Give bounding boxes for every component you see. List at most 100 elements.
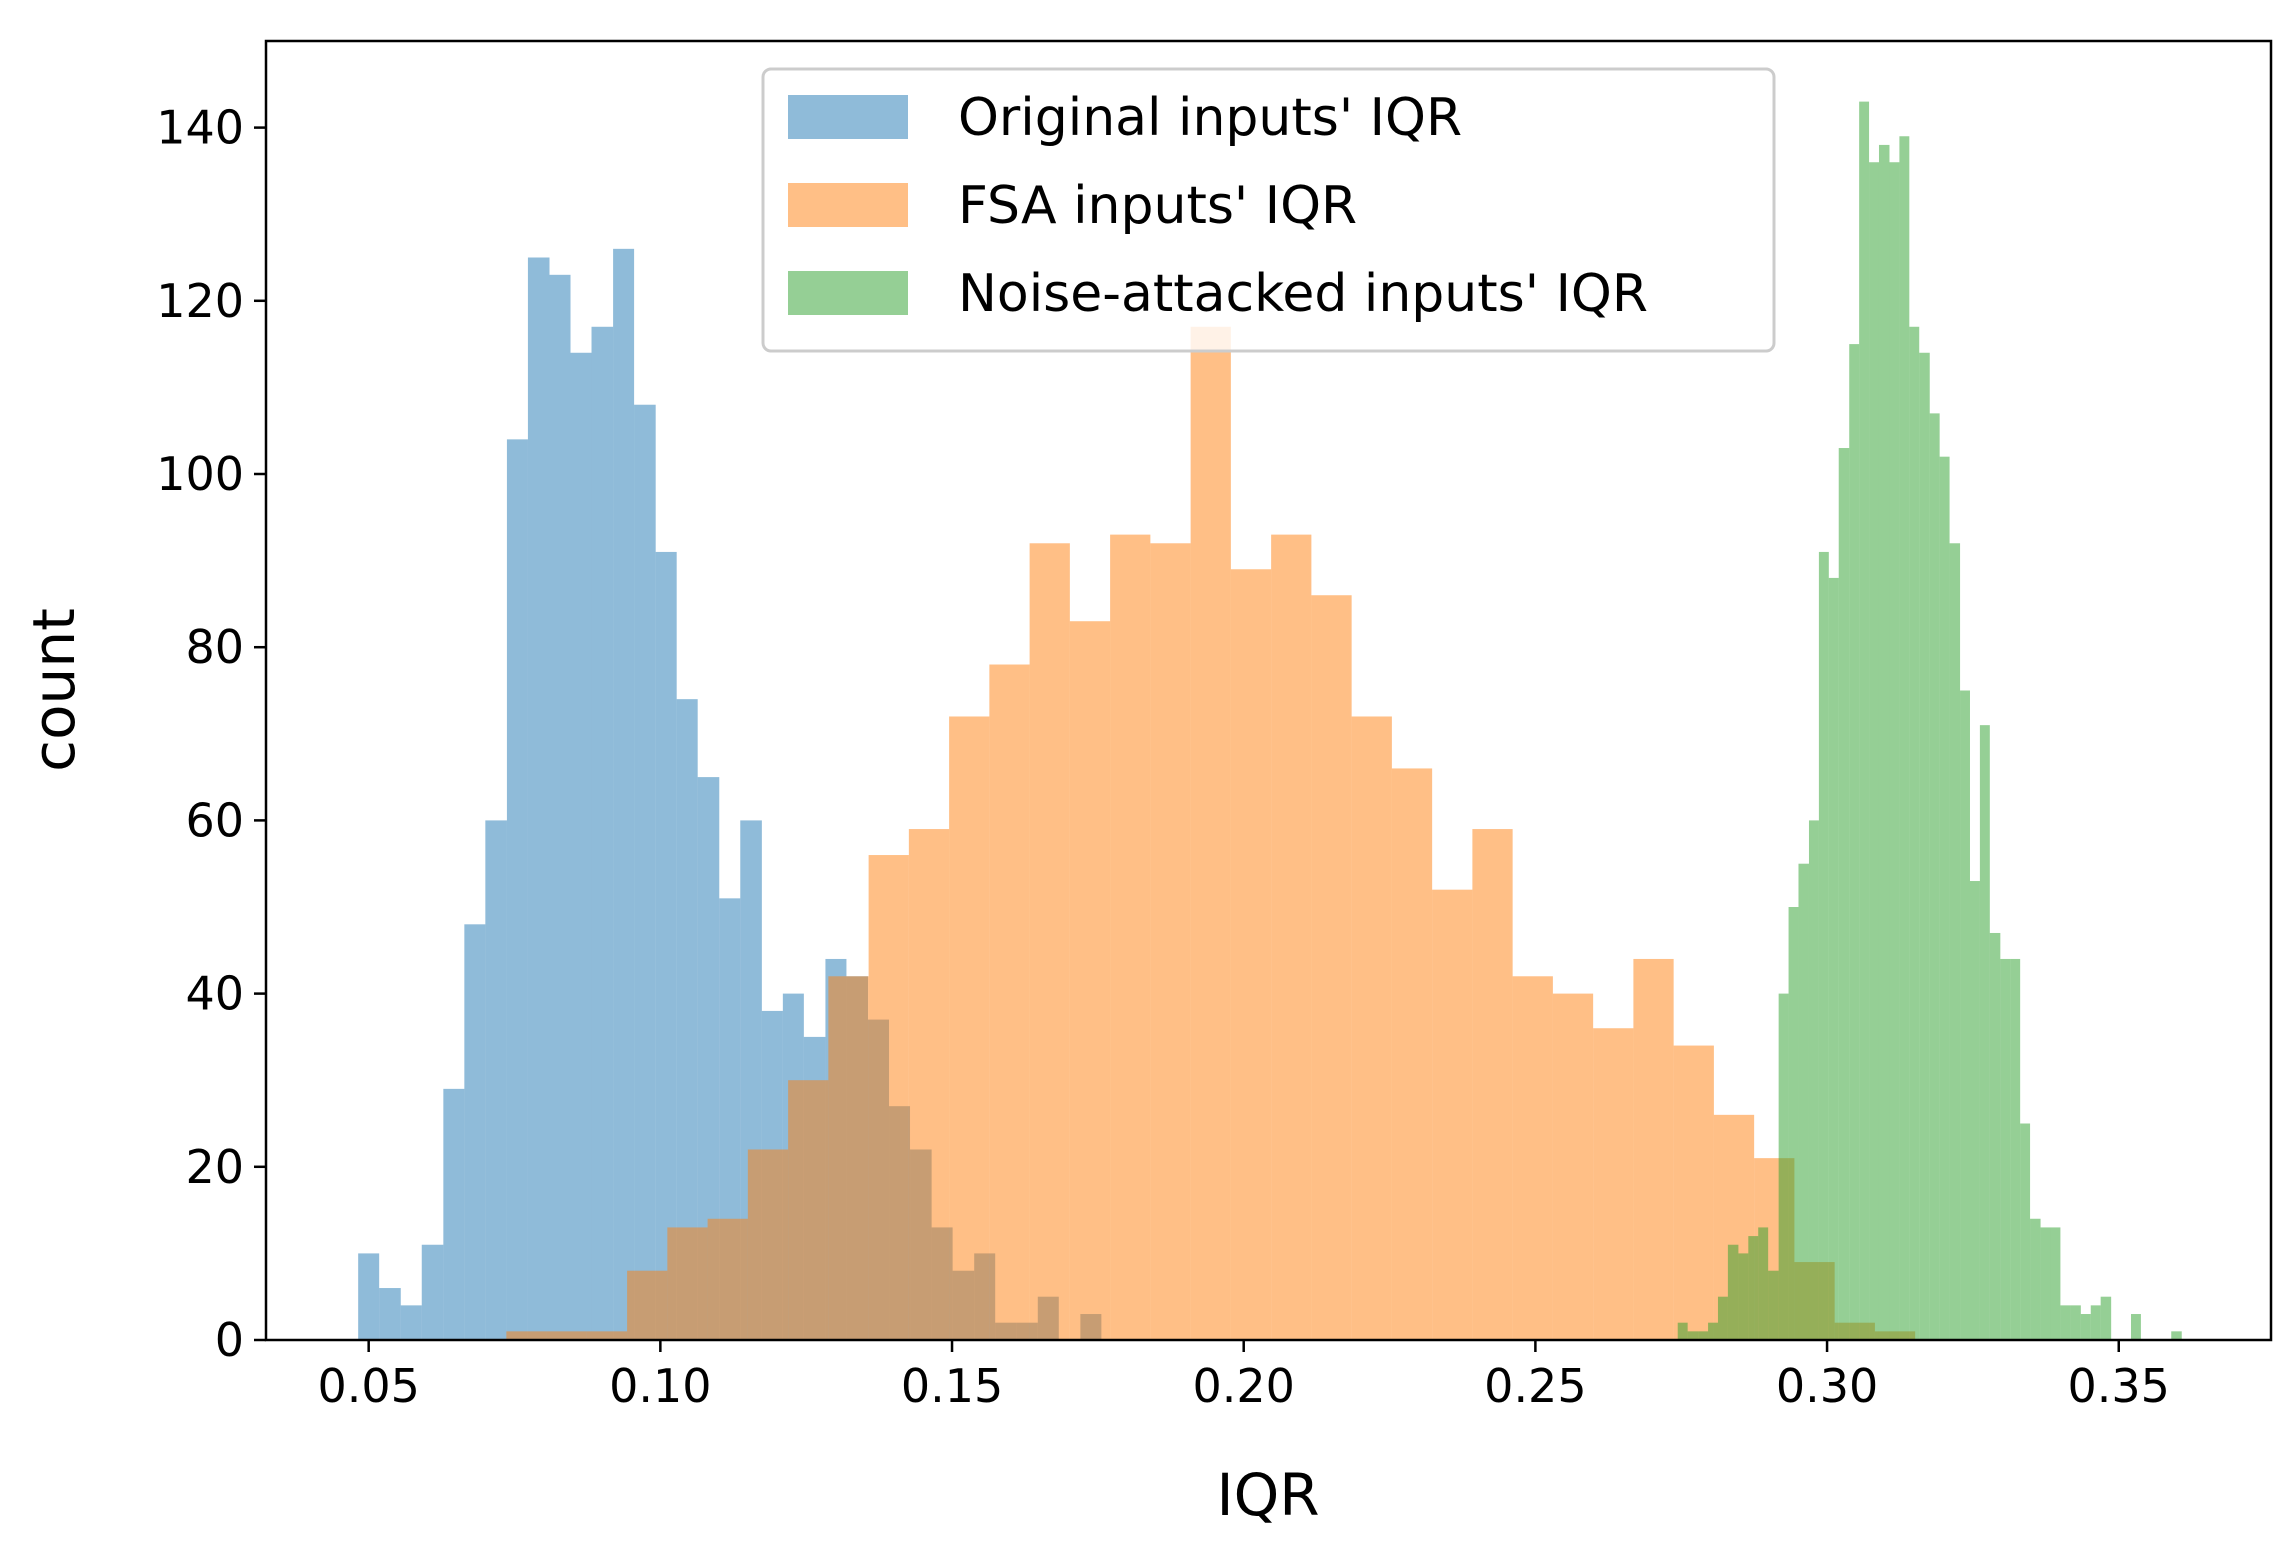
histogram-bar [379,1288,401,1340]
histogram-bar [1889,162,1900,1341]
histogram-bar [1432,889,1473,1340]
x-tick-label: 0.30 [1776,1359,1878,1413]
legend-swatch [788,271,908,315]
legend-swatch [788,95,908,139]
histogram-bar [1677,1322,1688,1340]
histogram-bar [1778,993,1789,1340]
histogram-bar [421,1244,444,1340]
histogram-bar [2000,958,2011,1340]
histogram-bar [549,274,571,1340]
y-tick-label: 20 [185,1140,244,1194]
histogram-bar [2030,1218,2041,1340]
histogram-bar [697,777,720,1340]
histogram-bar [546,1331,587,1340]
histogram-bar [868,855,909,1340]
histogram-bar [1311,595,1352,1340]
y-tick-label: 100 [156,447,244,501]
histogram-bar [613,248,635,1341]
histogram-bar [1969,881,1980,1340]
histogram-bar [1788,907,1799,1340]
histogram-bar [2060,1305,2071,1340]
histogram-bar [747,1149,789,1340]
histogram-bar [1909,326,1920,1340]
histogram-bar [1391,768,1433,1340]
histogram-bar [1687,1331,1699,1340]
y-tick-label: 80 [185,620,244,674]
histogram-bar [2020,1123,2031,1340]
histogram-bar [527,257,550,1340]
histogram-bar [358,1253,380,1340]
x-tick-label: 0.05 [317,1359,419,1413]
histogram-bar [1849,344,1860,1341]
histogram-bar [908,829,950,1340]
histogram-bar [1717,1296,1728,1340]
histogram-bar [627,1270,668,1340]
plot-frame [264,39,2273,1342]
histogram-bar [676,699,698,1340]
histogram-bar [707,1218,748,1340]
histogram-bar [464,924,486,1340]
histogram-bar [634,404,656,1341]
legend-label: Original inputs' IQR [958,88,1462,148]
histogram-bar [989,664,1030,1340]
legend-swatch [788,183,908,227]
histogram-bar [1979,725,1990,1340]
histogram-bar [485,820,507,1340]
histogram-bar [1748,1236,1759,1340]
histogram-bar [1271,534,1312,1340]
histogram-bar [1230,569,1272,1340]
legend-label: Noise-attacked inputs' IQR [958,264,1648,324]
histogram-bar [1919,352,1930,1340]
histogram-bar [1798,863,1809,1340]
histogram-bar [1351,716,1392,1340]
histogram-bar [1758,1227,1769,1340]
x-axis-label: IQR [1216,1461,1319,1529]
x-tick-label: 0.10 [609,1359,711,1413]
histogram-bar [1708,1322,1718,1340]
legend-label: FSA inputs' IQR [958,176,1357,236]
x-tick-label: 0.35 [2068,1359,2170,1413]
histogram-bar [2080,1314,2091,1340]
x-tick-label: 0.20 [1192,1359,1294,1413]
histogram-bar [2050,1227,2061,1340]
histogram-bar [1960,690,1970,1340]
histogram-bar [1673,1045,1714,1340]
histogram-bar [1552,993,1594,1340]
histogram-bar [2100,1296,2112,1340]
y-tick-label: 60 [185,793,244,847]
histogram-bar [1859,101,1870,1341]
y-axis-label: count [20,608,88,772]
histogram-bar [2010,958,2021,1340]
histogram-bar [2070,1305,2081,1340]
histogram-bar [949,716,990,1340]
histogram-bar [1878,144,1890,1340]
y-tick-label: 140 [156,101,244,155]
legend-box [761,67,1776,353]
histogram-bar [1869,162,1879,1341]
histogram-bar [1633,958,1674,1340]
histogram-bar [828,976,869,1340]
histogram-bar [2171,1331,2182,1340]
histogram-bar [1512,976,1553,1340]
y-tick-label: 40 [185,967,244,1021]
histogram-bar [1593,1028,1634,1340]
histogram-bar [1738,1253,1749,1340]
histogram-bar [591,326,614,1340]
histogram-bar [1029,543,1070,1340]
x-tick-label: 0.15 [901,1359,1003,1413]
histogram-bar [2040,1227,2051,1340]
histogram-bar [570,352,592,1340]
histogram-bar [1110,534,1151,1340]
histogram-bar [655,551,677,1340]
histogram-bar [1939,456,1950,1340]
histogram-bar [1989,932,2001,1340]
histogram-bar [1768,1270,1779,1340]
histogram-bar [506,439,528,1340]
histogram-bar [1069,621,1111,1340]
histogram-bar [1698,1331,1709,1340]
histogram-bar [2090,1305,2101,1340]
histogram-bar [1472,829,1513,1340]
histogram-bar [586,1331,628,1340]
histogram-bar [1828,577,1839,1340]
